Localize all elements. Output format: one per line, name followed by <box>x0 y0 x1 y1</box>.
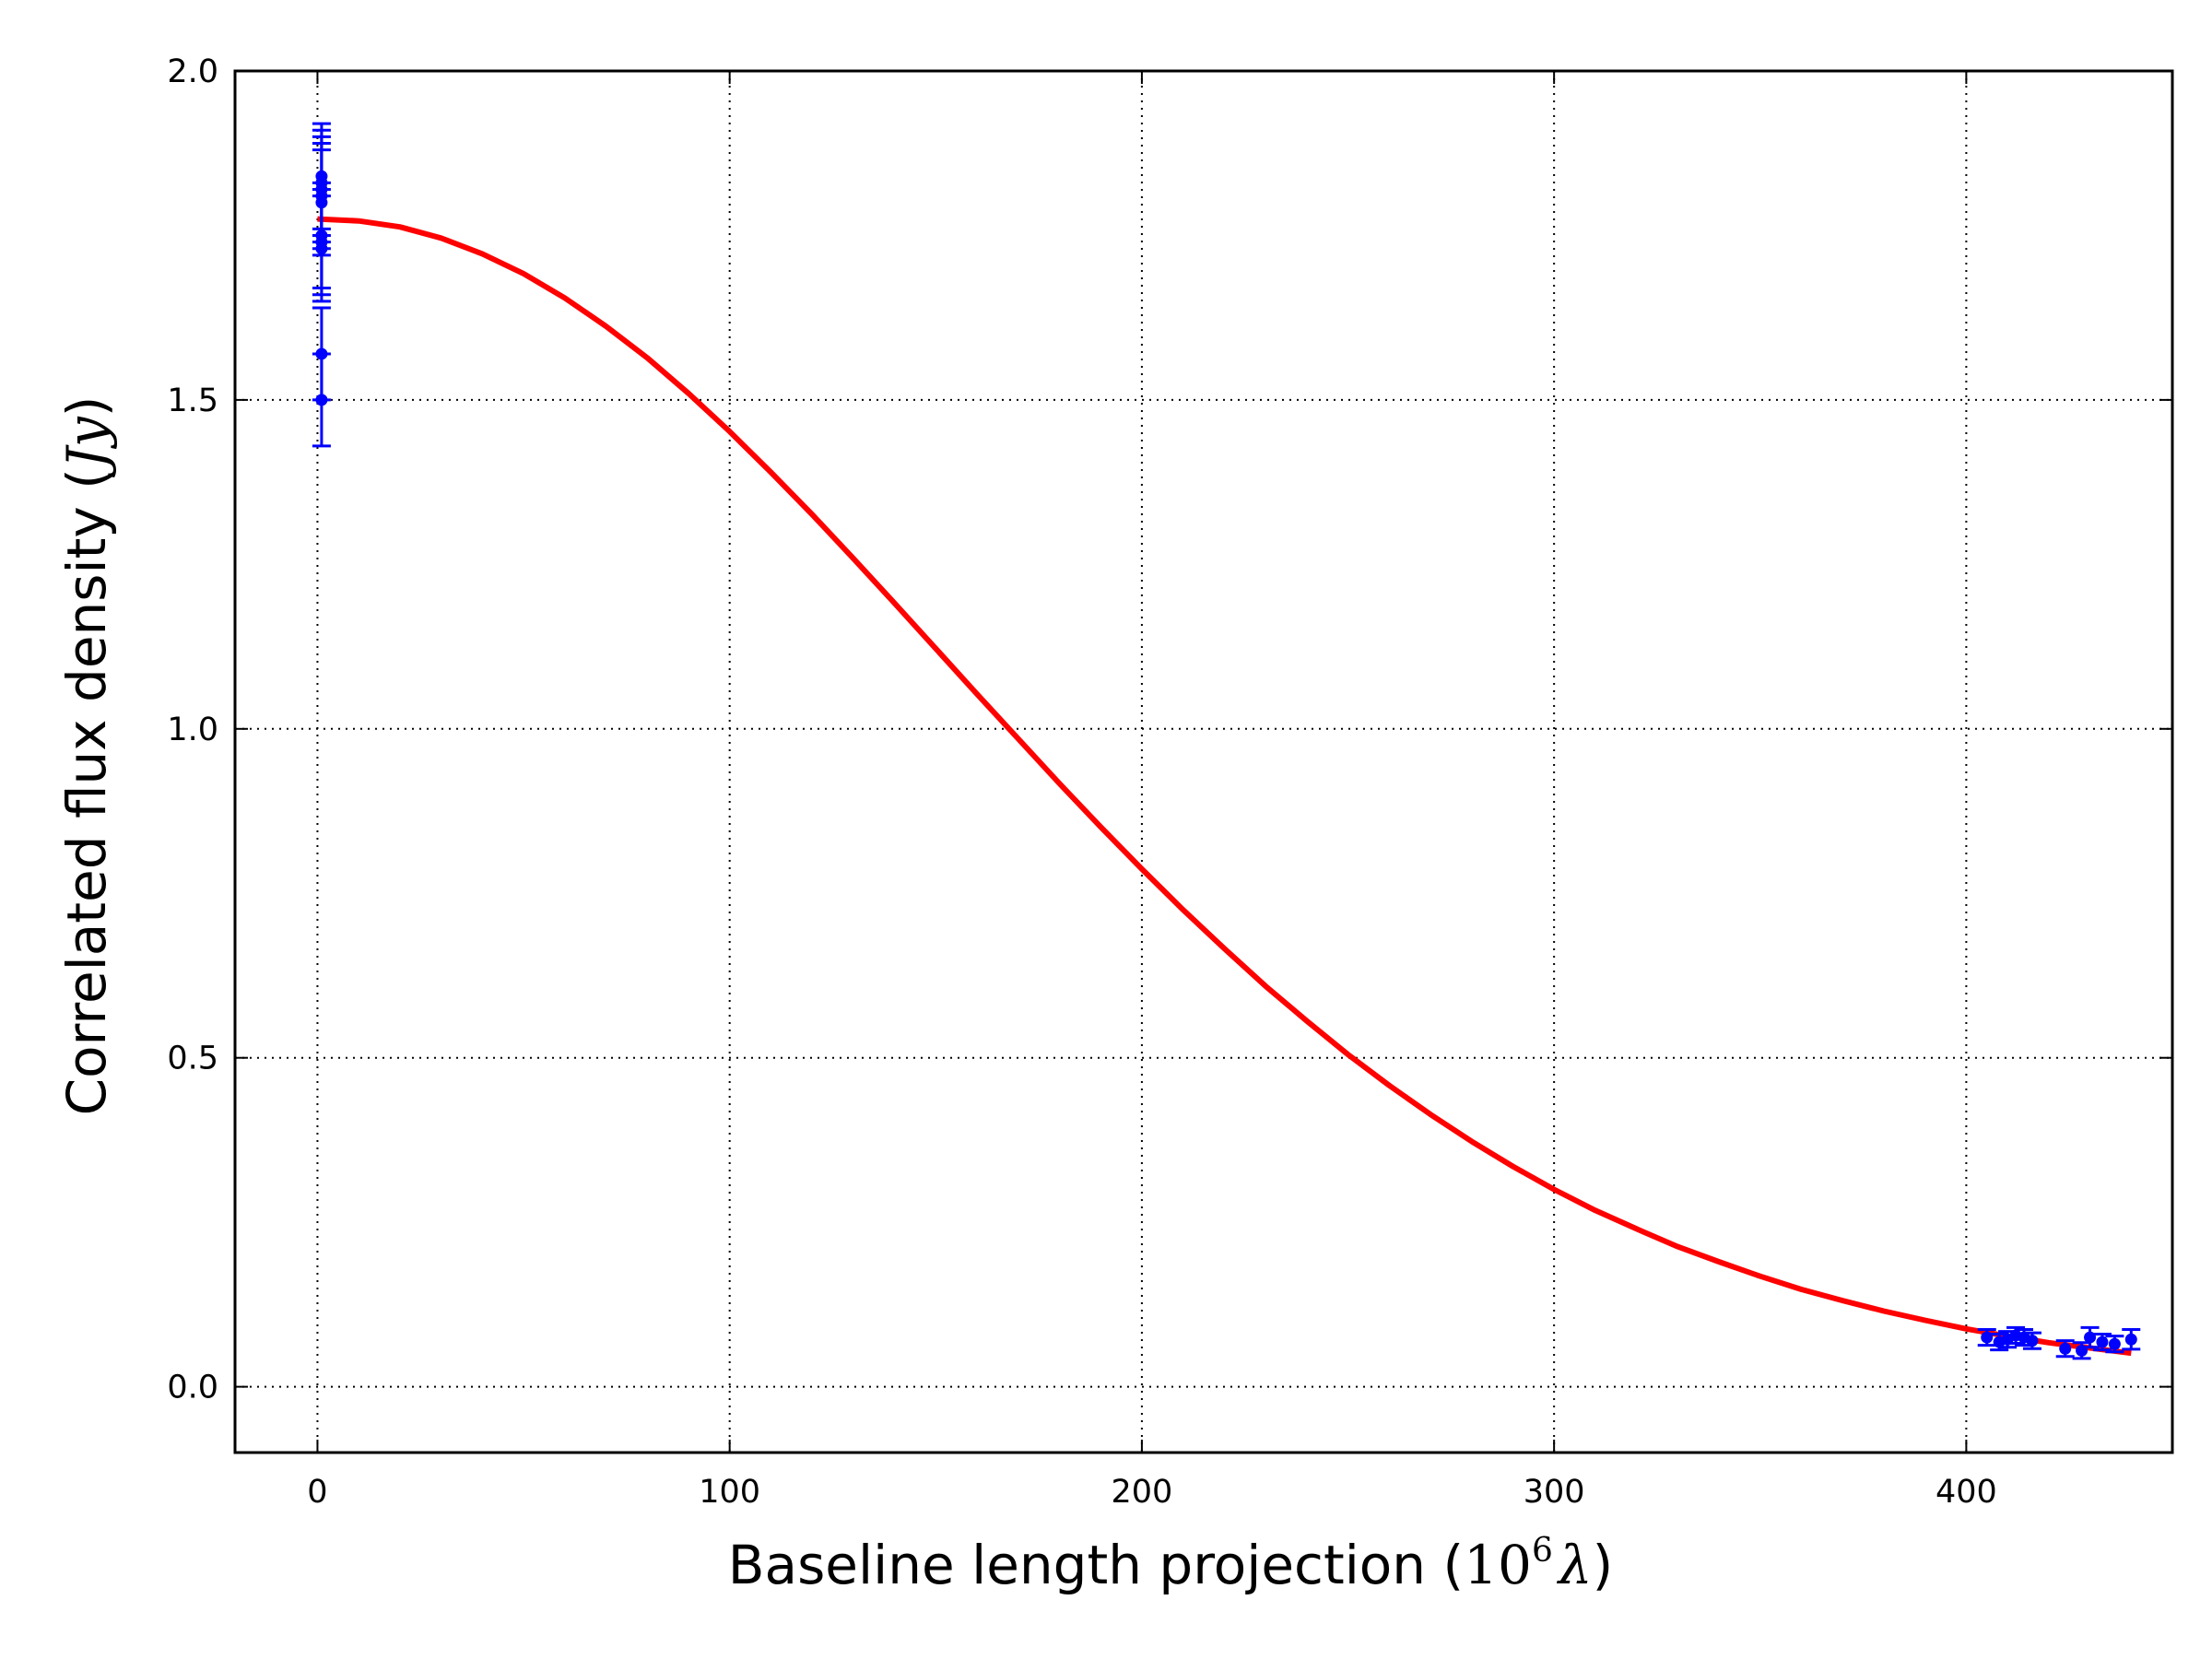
data-point <box>2092 1333 2112 1352</box>
data-marker <box>2059 1342 2072 1355</box>
y-tick-label: 0.5 <box>167 1041 218 1077</box>
model-curve-group <box>317 216 2132 1357</box>
x-axis-label-math-base: 10 <box>1464 1534 1532 1596</box>
data-point <box>312 122 331 230</box>
x-axis-label-math-symbol: λ <box>1557 1534 1593 1596</box>
x-axis-label: Baseline length projection (106 λ) <box>728 1532 1614 1596</box>
axis-ticks: 0 100 200 300 400 0.0 0.5 1.0 1.5 2.0 <box>167 53 2172 1511</box>
data-point <box>2022 1331 2041 1350</box>
data-marker <box>2026 1335 2039 1347</box>
data-point <box>1977 1328 1996 1347</box>
data-points-group <box>312 122 2141 1360</box>
y-tick-label: 2.0 <box>167 53 218 90</box>
y-axis-label-math: Jy <box>55 416 118 477</box>
x-tick-label: 400 <box>1936 1474 1997 1511</box>
x-tick-label: 0 <box>307 1474 327 1511</box>
data-marker <box>2124 1333 2137 1346</box>
plot-area-frame <box>233 69 2174 1454</box>
x-axis-label-close: ) <box>1593 1534 1614 1596</box>
data-point <box>2055 1339 2075 1359</box>
x-axis-label-math-exp: 6 <box>1532 1532 1553 1570</box>
data-point <box>2122 1328 2141 1351</box>
data-point <box>312 306 331 402</box>
x-tick-label: 100 <box>699 1474 760 1511</box>
data-marker <box>315 347 328 360</box>
data-marker <box>315 170 328 182</box>
x-tick-label: 300 <box>1524 1474 1585 1511</box>
y-tick-label: 1.0 <box>167 712 218 748</box>
y-tick-label: 1.5 <box>167 382 218 419</box>
y-tick-label: 0.0 <box>167 1370 218 1406</box>
data-marker <box>1981 1331 1994 1344</box>
x-axis-label-text: Baseline length projection ( <box>728 1534 1464 1596</box>
data-marker <box>2108 1337 2121 1350</box>
y-axis-label-close: ) <box>55 396 118 418</box>
data-point <box>2080 1325 2100 1349</box>
y-axis-label-text: Correlated flux density ( <box>55 468 118 1115</box>
x-tick-label: 200 <box>1112 1474 1173 1511</box>
model-fit-line <box>317 216 2132 1357</box>
data-marker <box>2084 1331 2097 1344</box>
y-axis-label: Correlated flux density (Jy) <box>55 396 118 1116</box>
data-marker <box>2096 1335 2109 1348</box>
data-point <box>2105 1335 2124 1354</box>
